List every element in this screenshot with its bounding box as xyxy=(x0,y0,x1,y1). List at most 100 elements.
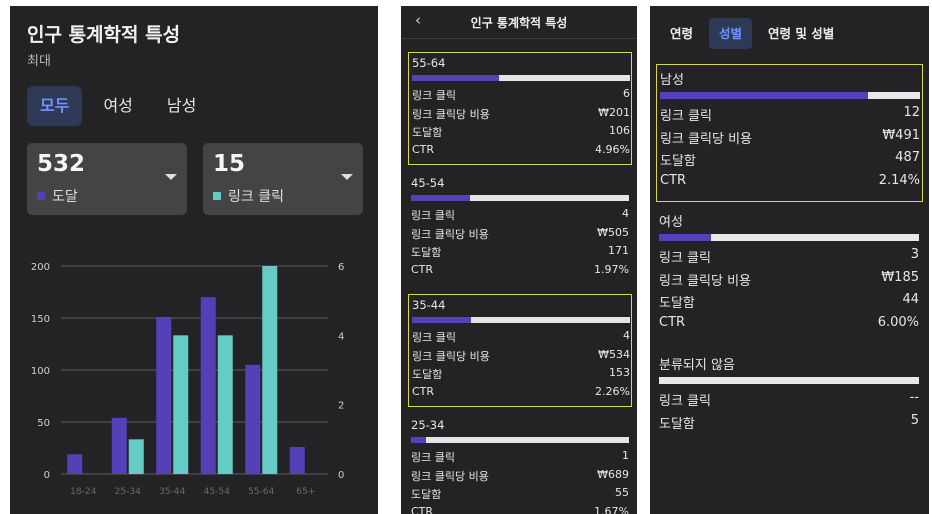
stat-value: ₩505 xyxy=(597,225,629,239)
progress-bar xyxy=(660,92,920,99)
bar-reach xyxy=(289,446,305,474)
stat-value: 6 xyxy=(623,87,630,100)
stat-label: CTR xyxy=(412,384,435,398)
demographics-chart-panel: 인구 통계학적 특성 최대 모두 여성 남성 532 도달 15 링크 클릭 0… xyxy=(10,6,378,514)
x-tick-label: 18-24 xyxy=(70,487,96,497)
group-section: 25-34 링크 클릭 1 링크 클릭당 비용 ₩689 도달함 55 CTR 1.67% xyxy=(408,415,632,514)
metric-value: 532 xyxy=(37,151,86,177)
stat-row: CTR 6.00% xyxy=(659,315,919,335)
stat-value: 55 xyxy=(615,486,629,499)
stat-label: 도달함 xyxy=(659,416,695,432)
group-section: 55-64 링크 클릭 6 링크 클릭당 비용 ₩201 도달함 106 CTR 4.96% xyxy=(408,52,632,165)
tab-age[interactable]: 연령 xyxy=(670,26,694,41)
age-breakdown-panel: ‹ 인구 통계학적 특성 55-64 링크 클릭 6 링크 클릭당 비용 ₩201 도달함… xyxy=(401,6,637,514)
x-tick-label: 25-34 xyxy=(115,487,141,497)
demographics-bar-chart: 0 50 100 150 200 0 2 4 6 18-24 25-34 35-44 45-54 55-6… xyxy=(31,262,344,497)
progress-bar xyxy=(412,75,630,81)
breakdown-tabs: 연령 성별 연령 및 성별 xyxy=(660,18,844,49)
stat-row: 링크 클릭 4 xyxy=(412,329,630,346)
group-section: 여성 링크 클릭 3 링크 클릭당 비용 ₩185 도달함 44 CTR 6.00% xyxy=(656,207,923,345)
stat-row: 도달함 55 xyxy=(411,486,629,503)
stat-row: CTR 1.67% xyxy=(411,505,629,514)
y-right-tick-label: 2 xyxy=(338,401,344,412)
stat-label: 링크 클릭당 비용 xyxy=(411,469,489,483)
stat-value: -- xyxy=(909,390,919,405)
stat-value: 1.67% xyxy=(594,504,629,514)
stat-value: ₩689 xyxy=(597,467,629,481)
legend-swatch xyxy=(213,192,221,200)
tab-male[interactable]: 남성 xyxy=(166,96,197,115)
stat-value: 487 xyxy=(895,150,920,165)
group-section: 분류되지 않음 링크 클릭 -- 도달함 5 xyxy=(656,350,923,443)
progress-fill xyxy=(659,234,711,241)
stat-row: 링크 클릭당 비용 ₩491 xyxy=(660,128,920,148)
stat-row: 링크 클릭당 비용 ₩505 xyxy=(411,226,629,243)
stat-value: 5 xyxy=(910,412,919,428)
stat-value: 2.26% xyxy=(595,384,630,398)
bar-reach xyxy=(67,454,83,474)
page-title: 인구 통계학적 특성 xyxy=(27,24,181,46)
y-right-tick-label: 6 xyxy=(338,262,344,273)
metric-selector-link-clicks[interactable]: 15 링크 클릭 xyxy=(203,143,363,215)
header-title: 인구 통계학적 특성 xyxy=(470,16,568,30)
y-left-tick-label: 100 xyxy=(31,366,50,377)
tab-female[interactable]: 여성 xyxy=(103,96,133,115)
stat-label: 링크 클릭 xyxy=(660,109,712,124)
stat-row: 도달함 5 xyxy=(659,413,919,433)
stat-row: 링크 클릭 3 xyxy=(659,247,919,267)
stat-value: ₩491 xyxy=(882,127,920,143)
stat-value: 171 xyxy=(608,244,629,257)
tab-gender[interactable]: 성별 xyxy=(709,18,753,49)
stat-row: 도달함 106 xyxy=(412,124,630,141)
chevron-down-icon[interactable] xyxy=(341,174,353,180)
stat-label: 링크 클릭당 비용 xyxy=(412,349,490,363)
stat-label: 도달함 xyxy=(412,368,443,381)
stat-value: 4.96% xyxy=(595,142,630,156)
stat-row: 링크 클릭 12 xyxy=(660,105,920,125)
legend-swatch xyxy=(37,192,45,200)
stat-label: 링크 클릭 xyxy=(659,394,711,409)
metric-selector-reach[interactable]: 532 도달 xyxy=(27,143,187,215)
tab-age-and-gender[interactable]: 연령 및 성별 xyxy=(768,26,835,41)
progress-bar xyxy=(659,234,919,241)
bar-link-clicks xyxy=(128,439,144,474)
stat-value: ₩185 xyxy=(881,269,919,285)
stat-value: 1 xyxy=(622,449,629,462)
group-name: 45-54 xyxy=(411,176,445,190)
stat-row: 링크 클릭 4 xyxy=(411,207,629,224)
stat-label: 링크 클릭 xyxy=(659,251,711,266)
progress-fill xyxy=(412,317,471,323)
stat-row: 링크 클릭당 비용 ₩185 xyxy=(659,270,919,290)
stat-label: 도달함 xyxy=(411,488,442,501)
tab-all[interactable]: 모두 xyxy=(27,86,83,126)
bar-reach xyxy=(156,316,172,474)
x-tick-label: 35-44 xyxy=(159,487,185,497)
stat-row: 링크 클릭 -- xyxy=(659,390,919,410)
chevron-down-icon[interactable] xyxy=(165,174,177,180)
metric-label: 링크 클릭 xyxy=(228,189,284,205)
stat-row: 링크 클릭당 비용 ₩534 xyxy=(412,348,630,365)
stat-value: 6.00% xyxy=(877,314,919,330)
progress-bar xyxy=(659,377,919,384)
stat-label: 링크 클릭당 비용 xyxy=(412,107,490,121)
stat-label: 링크 클릭 xyxy=(411,451,455,464)
stat-row: CTR 1.97% xyxy=(411,263,629,280)
bar-reach xyxy=(200,297,216,474)
stat-label: CTR xyxy=(659,314,686,330)
stat-row: CTR 2.26% xyxy=(412,385,630,402)
stat-value: 4 xyxy=(623,329,630,342)
header: ‹ 인구 통계학적 특성 xyxy=(401,6,637,39)
stat-row: 도달함 153 xyxy=(412,366,630,383)
bar-link-clicks xyxy=(217,335,233,474)
bar-reach xyxy=(245,364,261,474)
chevron-left-icon[interactable]: ‹ xyxy=(415,11,421,29)
gender-filter-tabs: 모두 여성 남성 xyxy=(27,86,209,126)
progress-bar xyxy=(412,317,630,323)
group-section: 35-44 링크 클릭 4 링크 클릭당 비용 ₩534 도달함 153 CTR 2.26% xyxy=(408,294,632,407)
stat-value: 4 xyxy=(622,207,629,220)
group-name: 남성 xyxy=(660,73,684,88)
stat-row: 링크 클릭당 비용 ₩689 xyxy=(411,468,629,485)
stat-value: 12 xyxy=(903,105,920,120)
metric-label: 도달 xyxy=(52,189,78,205)
stat-label: 링크 클릭 xyxy=(412,331,456,344)
